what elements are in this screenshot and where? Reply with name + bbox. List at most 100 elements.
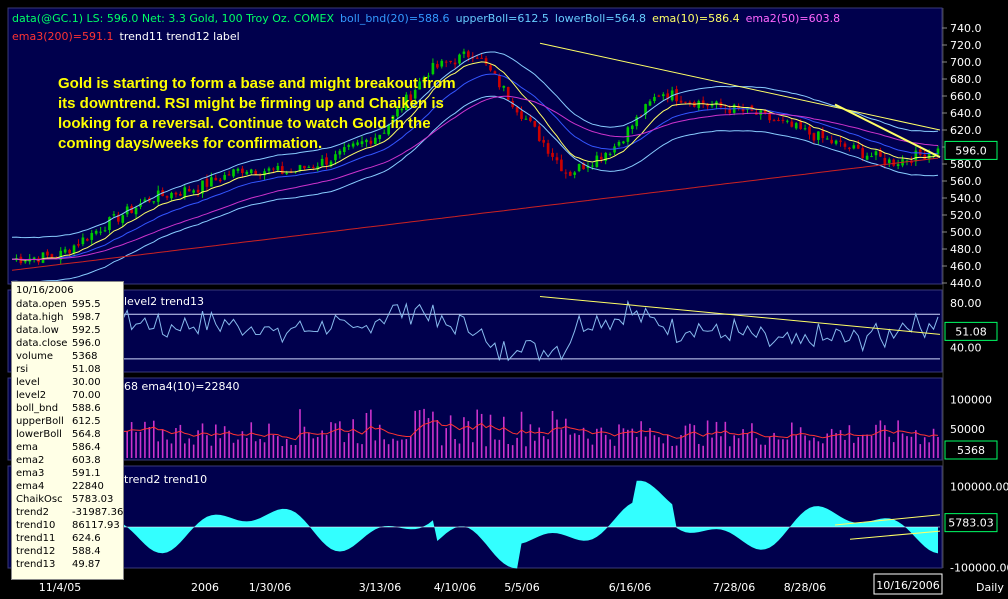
header-item: ema(10)=586.4 [652,12,740,25]
tooltip-row: rsi 51.08 [16,364,124,376]
candle-body [325,157,328,165]
tooltip-row: level2 70.00 [16,390,124,402]
tooltip-value: 598.7 [72,312,101,323]
tooltip-value: 588.4 [72,546,101,557]
candle-body [582,162,585,170]
x-axis-label: 3/13/06 [359,581,401,594]
tooltip-value: 624.6 [72,533,101,544]
candle-body [825,138,829,140]
tooltip-key: data.close [16,338,68,349]
rsi-badge: 51.08 [955,325,987,338]
rsi-tick-label: 40.00 [950,342,982,355]
candle-body [436,64,439,68]
candle-body [196,189,200,193]
chart-header-line2: ema3(200)=591.1 trend11 trend12 label [12,30,240,43]
ema10-line [11,61,939,261]
candle-body [635,116,639,127]
candle-body [400,108,404,111]
trend12-line [834,103,941,159]
price-tick-label: 620.0 [950,124,982,137]
candle-body [591,165,594,167]
tooltip-row: ema3 591.1 [16,468,124,480]
volume-badge: 5368 [957,444,985,457]
candle-body [777,119,780,121]
tooltip-row: data.low 592.5 [16,325,124,337]
candle-body [227,174,231,176]
candle-body [307,166,311,168]
tooltip-key: ema4 [16,481,45,492]
tooltip-key: lowerBoll [16,429,62,440]
tooltip-value: 86117.93 [72,520,120,531]
candle-body [405,94,408,111]
candle-body [604,152,608,162]
candle-body [121,215,125,223]
candle-body [839,140,842,142]
candle-body [223,174,226,180]
upper-bollinger-line [11,51,939,239]
tooltip-key: upperBoll [16,416,64,427]
candle-body [524,118,528,120]
candle-body [874,151,878,156]
candle-body [657,95,661,97]
candle-body [431,62,435,75]
price-tick-label: 480.0 [950,243,982,256]
candle-body [214,177,218,181]
candle-body [156,190,160,202]
tooltip-value: 49.87 [72,559,101,570]
candle-body [688,102,692,104]
candle-body [484,58,488,65]
candle-body [90,232,94,240]
candle-body [210,177,213,187]
candle-body [848,147,851,149]
candle-body [830,139,833,144]
tooltip-key: trend11 [16,533,56,544]
candle-body [568,171,572,176]
candle-body [817,131,820,140]
x-axis-label: 7/28/06 [713,581,755,594]
tooltip-value: 595.5 [72,299,101,310]
candle-body [232,169,235,177]
tooltip-key: trend12 [16,546,56,557]
candle-body [77,244,80,246]
candle-body [249,169,253,174]
candle-body [365,139,368,143]
tooltip-date: 10/16/2006 [16,285,74,296]
candle-body [205,178,209,187]
candle-body [520,111,523,119]
candle-body [409,94,413,101]
chaikin-badge: 5783.03 [948,517,994,530]
candle-body [706,103,709,107]
candle-body [218,179,222,182]
x-axis-label: 11/4/05 [39,581,81,594]
candle-body [887,159,891,164]
candle-body [68,249,71,254]
price-tick-label: 640.0 [950,107,982,120]
tooltip-key: data.open [16,299,67,310]
candle-body [143,199,147,203]
tooltip-value: 603.8 [72,455,101,466]
candle-body [112,214,116,216]
chaikin-tick-label: -100000.00 [950,562,1008,575]
candle-body [298,165,302,171]
trend10-line [834,514,941,526]
candle-body [506,87,510,100]
candle-body [23,261,27,263]
x-axis-label: 1/30/06 [249,581,291,594]
candle-body [883,158,887,165]
chaikin-area-positive [12,480,938,569]
tooltip-value: 70.00 [72,390,101,401]
tooltip-value: 612.5 [72,416,101,427]
volume-ema-line [11,420,939,441]
candle-body [46,251,49,256]
candle-body [728,109,732,114]
candle-body [653,96,656,102]
price-tick-label: 700.0 [950,56,982,69]
tooltip-key: trend13 [16,559,56,570]
candle-body [360,141,364,145]
candle-body [63,249,67,253]
x-axis-label: 8/28/06 [784,581,826,594]
candle-body [622,141,625,144]
tooltip-value: 22840 [72,481,104,492]
tooltip-row: ema4 22840 [16,481,124,493]
